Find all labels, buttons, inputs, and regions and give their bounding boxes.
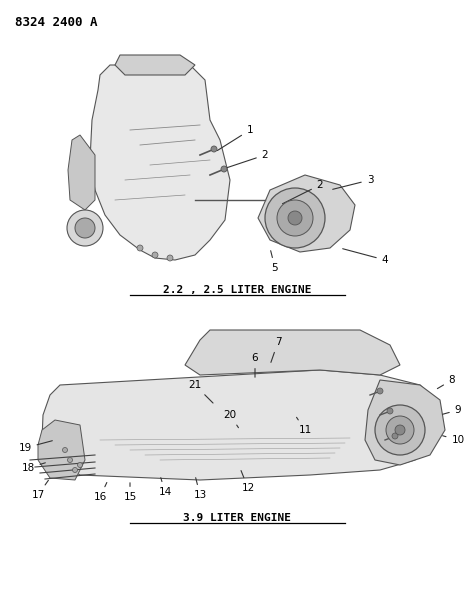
Circle shape [73,467,78,472]
Polygon shape [185,330,400,375]
Circle shape [288,211,302,225]
Circle shape [137,245,143,251]
Polygon shape [115,55,195,75]
Text: 20: 20 [223,410,238,427]
Polygon shape [42,370,435,480]
Text: 3: 3 [333,175,374,189]
Text: 16: 16 [93,483,107,502]
Circle shape [221,166,227,172]
Text: 8: 8 [438,375,456,389]
Polygon shape [38,420,85,480]
Text: 3.9 LITER ENGINE: 3.9 LITER ENGINE [183,513,291,523]
Circle shape [395,425,405,435]
Text: 6: 6 [252,353,258,377]
Text: 14: 14 [158,478,172,497]
Text: 13: 13 [193,478,207,500]
Circle shape [377,388,383,394]
Circle shape [375,405,425,455]
Circle shape [67,458,73,462]
Text: 2.2 , 2.5 LITER ENGINE: 2.2 , 2.5 LITER ENGINE [163,285,311,295]
Text: 7: 7 [271,337,281,362]
Text: 2: 2 [283,180,323,204]
Circle shape [386,416,414,444]
Circle shape [277,200,313,236]
Circle shape [75,218,95,238]
Text: 12: 12 [241,470,255,493]
Text: 5: 5 [271,251,278,273]
Circle shape [167,255,173,261]
Text: 4: 4 [343,248,388,265]
Text: 9: 9 [443,405,461,415]
Circle shape [392,433,398,439]
Text: 17: 17 [31,480,48,500]
Circle shape [152,252,158,258]
Circle shape [63,448,67,453]
Circle shape [78,462,82,467]
Polygon shape [365,380,445,465]
Text: 18: 18 [21,463,46,473]
Text: 8324 2400 A: 8324 2400 A [15,15,98,28]
Polygon shape [90,65,230,260]
Polygon shape [258,175,355,252]
Text: 15: 15 [123,483,137,502]
Circle shape [67,210,103,246]
Circle shape [211,146,217,152]
Text: 10: 10 [443,435,465,445]
Text: 21: 21 [188,380,213,403]
Circle shape [265,188,325,248]
Text: 19: 19 [18,441,52,453]
Polygon shape [68,135,95,210]
Text: 11: 11 [297,418,311,435]
Text: 2: 2 [223,150,268,169]
Text: 1: 1 [218,125,253,151]
Circle shape [387,408,393,414]
